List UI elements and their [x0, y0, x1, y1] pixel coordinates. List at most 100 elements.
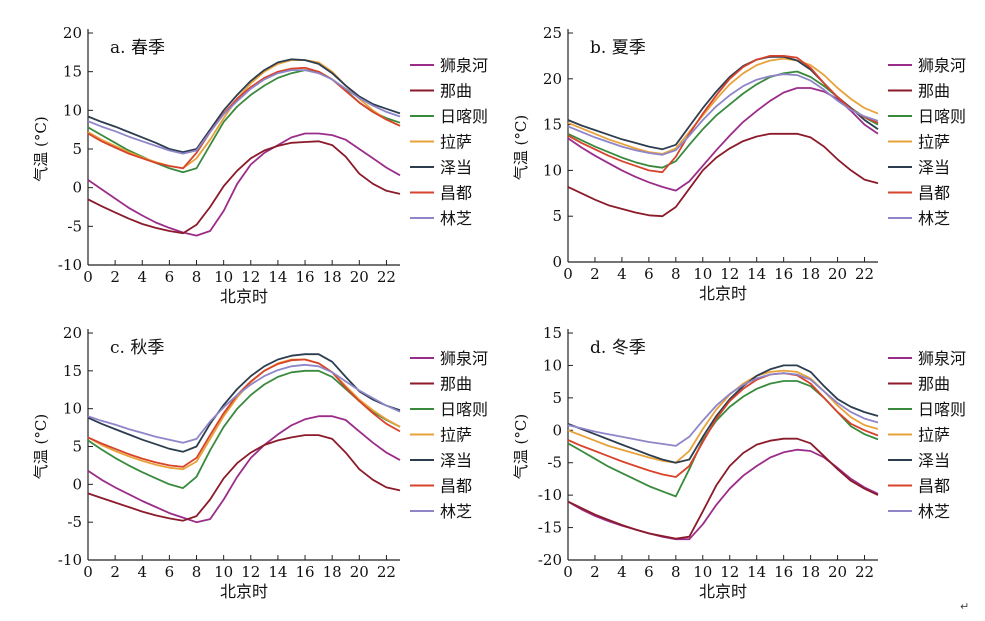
x-tick-label: 6: [644, 265, 654, 283]
legend-label: 日喀则: [918, 107, 966, 126]
series-line-5: [567, 372, 879, 478]
legend-label: 那曲: [918, 82, 950, 101]
chart-title: c. 秋季: [110, 338, 164, 358]
legend-label: 林芝: [918, 209, 950, 228]
series-line-5: [567, 55, 879, 174]
x-tick-label: 10: [214, 563, 233, 581]
x-tick-label: 12: [720, 265, 739, 283]
x-tick-label: 2: [590, 563, 600, 581]
x-tick-label: 18: [323, 268, 342, 286]
series-line-6: [567, 372, 879, 447]
series-line-2: [567, 70, 879, 169]
legend-label: 林芝: [918, 502, 950, 521]
x-tick-label: 16: [774, 563, 793, 581]
y-tick-label: 15: [543, 324, 562, 342]
y-tick-label: 10: [63, 400, 82, 418]
x-tick-label: 6: [165, 563, 175, 581]
legend-label: 狮泉河: [440, 349, 488, 368]
x-axis-label: 北京时: [699, 582, 747, 601]
legend-label: 日喀则: [440, 400, 488, 419]
y-axis-label: 气温 (°C): [512, 115, 530, 180]
chart-title: b. 夏季: [590, 38, 646, 58]
x-axis-label: 北京时: [220, 287, 268, 306]
series-line-3: [567, 369, 879, 464]
legend-label: 林芝: [440, 502, 472, 521]
y-tick-label: 15: [543, 116, 562, 134]
series-line-1: [567, 437, 879, 540]
x-tick-label: 4: [137, 268, 147, 286]
y-tick-label: 20: [63, 24, 82, 42]
y-tick-label: 10: [63, 101, 82, 119]
x-tick-label: 0: [563, 563, 573, 581]
y-tick-label: 10: [543, 161, 562, 179]
series-line-3: [567, 57, 879, 155]
series-line-2: [87, 69, 401, 174]
y-tick-label: -15: [538, 519, 562, 537]
x-tick-label: 20: [828, 563, 847, 581]
legend-label: 林芝: [440, 209, 472, 228]
y-tick-label: 20: [63, 324, 82, 342]
legend-label: 昌都: [440, 477, 472, 496]
legend-label: 昌都: [440, 184, 472, 203]
y-axis-label: 气温 (°C): [512, 414, 530, 479]
y-tick-label: -10: [58, 551, 82, 569]
x-tick-label: 22: [377, 563, 396, 581]
legend-label: 拉萨: [918, 133, 950, 152]
x-tick-label: 8: [192, 268, 202, 286]
y-tick-label: 20: [543, 70, 562, 88]
legend-label: 昌都: [918, 477, 950, 496]
x-tick-label: 6: [165, 268, 175, 286]
x-tick-label: 0: [83, 563, 93, 581]
x-tick-label: 16: [774, 265, 793, 283]
legend-label: 日喀则: [918, 400, 966, 419]
series-line-4: [567, 364, 879, 464]
x-tick-label: 14: [268, 563, 287, 581]
series-line-5: [87, 358, 401, 468]
x-tick-label: 4: [137, 563, 147, 581]
legend-label: 泽当: [440, 158, 472, 177]
series-line-0: [87, 415, 401, 524]
x-tick-label: 18: [801, 265, 820, 283]
x-axis-label: 北京时: [220, 582, 268, 601]
series-line-3: [87, 59, 401, 170]
x-tick-label: 8: [671, 563, 681, 581]
legend-label: 昌都: [918, 184, 950, 203]
x-tick-label: 2: [110, 563, 120, 581]
y-tick-label: 0: [72, 179, 82, 197]
x-tick-label: 0: [83, 268, 93, 286]
x-tick-label: 4: [617, 563, 627, 581]
x-tick-label: 22: [855, 265, 874, 283]
y-tick-label: 5: [72, 438, 82, 456]
legend-label: 泽当: [918, 158, 950, 177]
legend-label: 狮泉河: [918, 349, 966, 368]
y-tick-label: 10: [543, 356, 562, 374]
x-tick-label: 12: [720, 563, 739, 581]
y-tick-label: -5: [67, 217, 82, 235]
x-tick-label: 4: [617, 265, 627, 283]
x-tick-label: 12: [241, 563, 260, 581]
legend-label: 狮泉河: [918, 56, 966, 75]
legend-label: 拉萨: [918, 426, 950, 445]
x-tick-label: 16: [295, 563, 314, 581]
x-tick-label: 6: [644, 563, 654, 581]
y-tick-label: 15: [63, 362, 82, 380]
x-tick-label: 10: [214, 268, 233, 286]
y-tick-label: 15: [63, 63, 82, 81]
x-tick-label: 10: [693, 563, 712, 581]
x-tick-label: 20: [350, 563, 369, 581]
x-tick-label: 14: [747, 265, 766, 283]
x-axis-label: 北京时: [699, 284, 747, 303]
x-tick-label: 22: [377, 268, 396, 286]
chart-title: a. 春季: [110, 38, 165, 58]
legend-label: 那曲: [440, 375, 472, 394]
x-tick-label: 18: [801, 563, 820, 581]
series-line-6: [87, 69, 401, 155]
series-line-6: [567, 73, 879, 156]
legend-label: 泽当: [918, 451, 950, 470]
series-line-0: [567, 87, 879, 192]
legend-label: 泽当: [440, 451, 472, 470]
